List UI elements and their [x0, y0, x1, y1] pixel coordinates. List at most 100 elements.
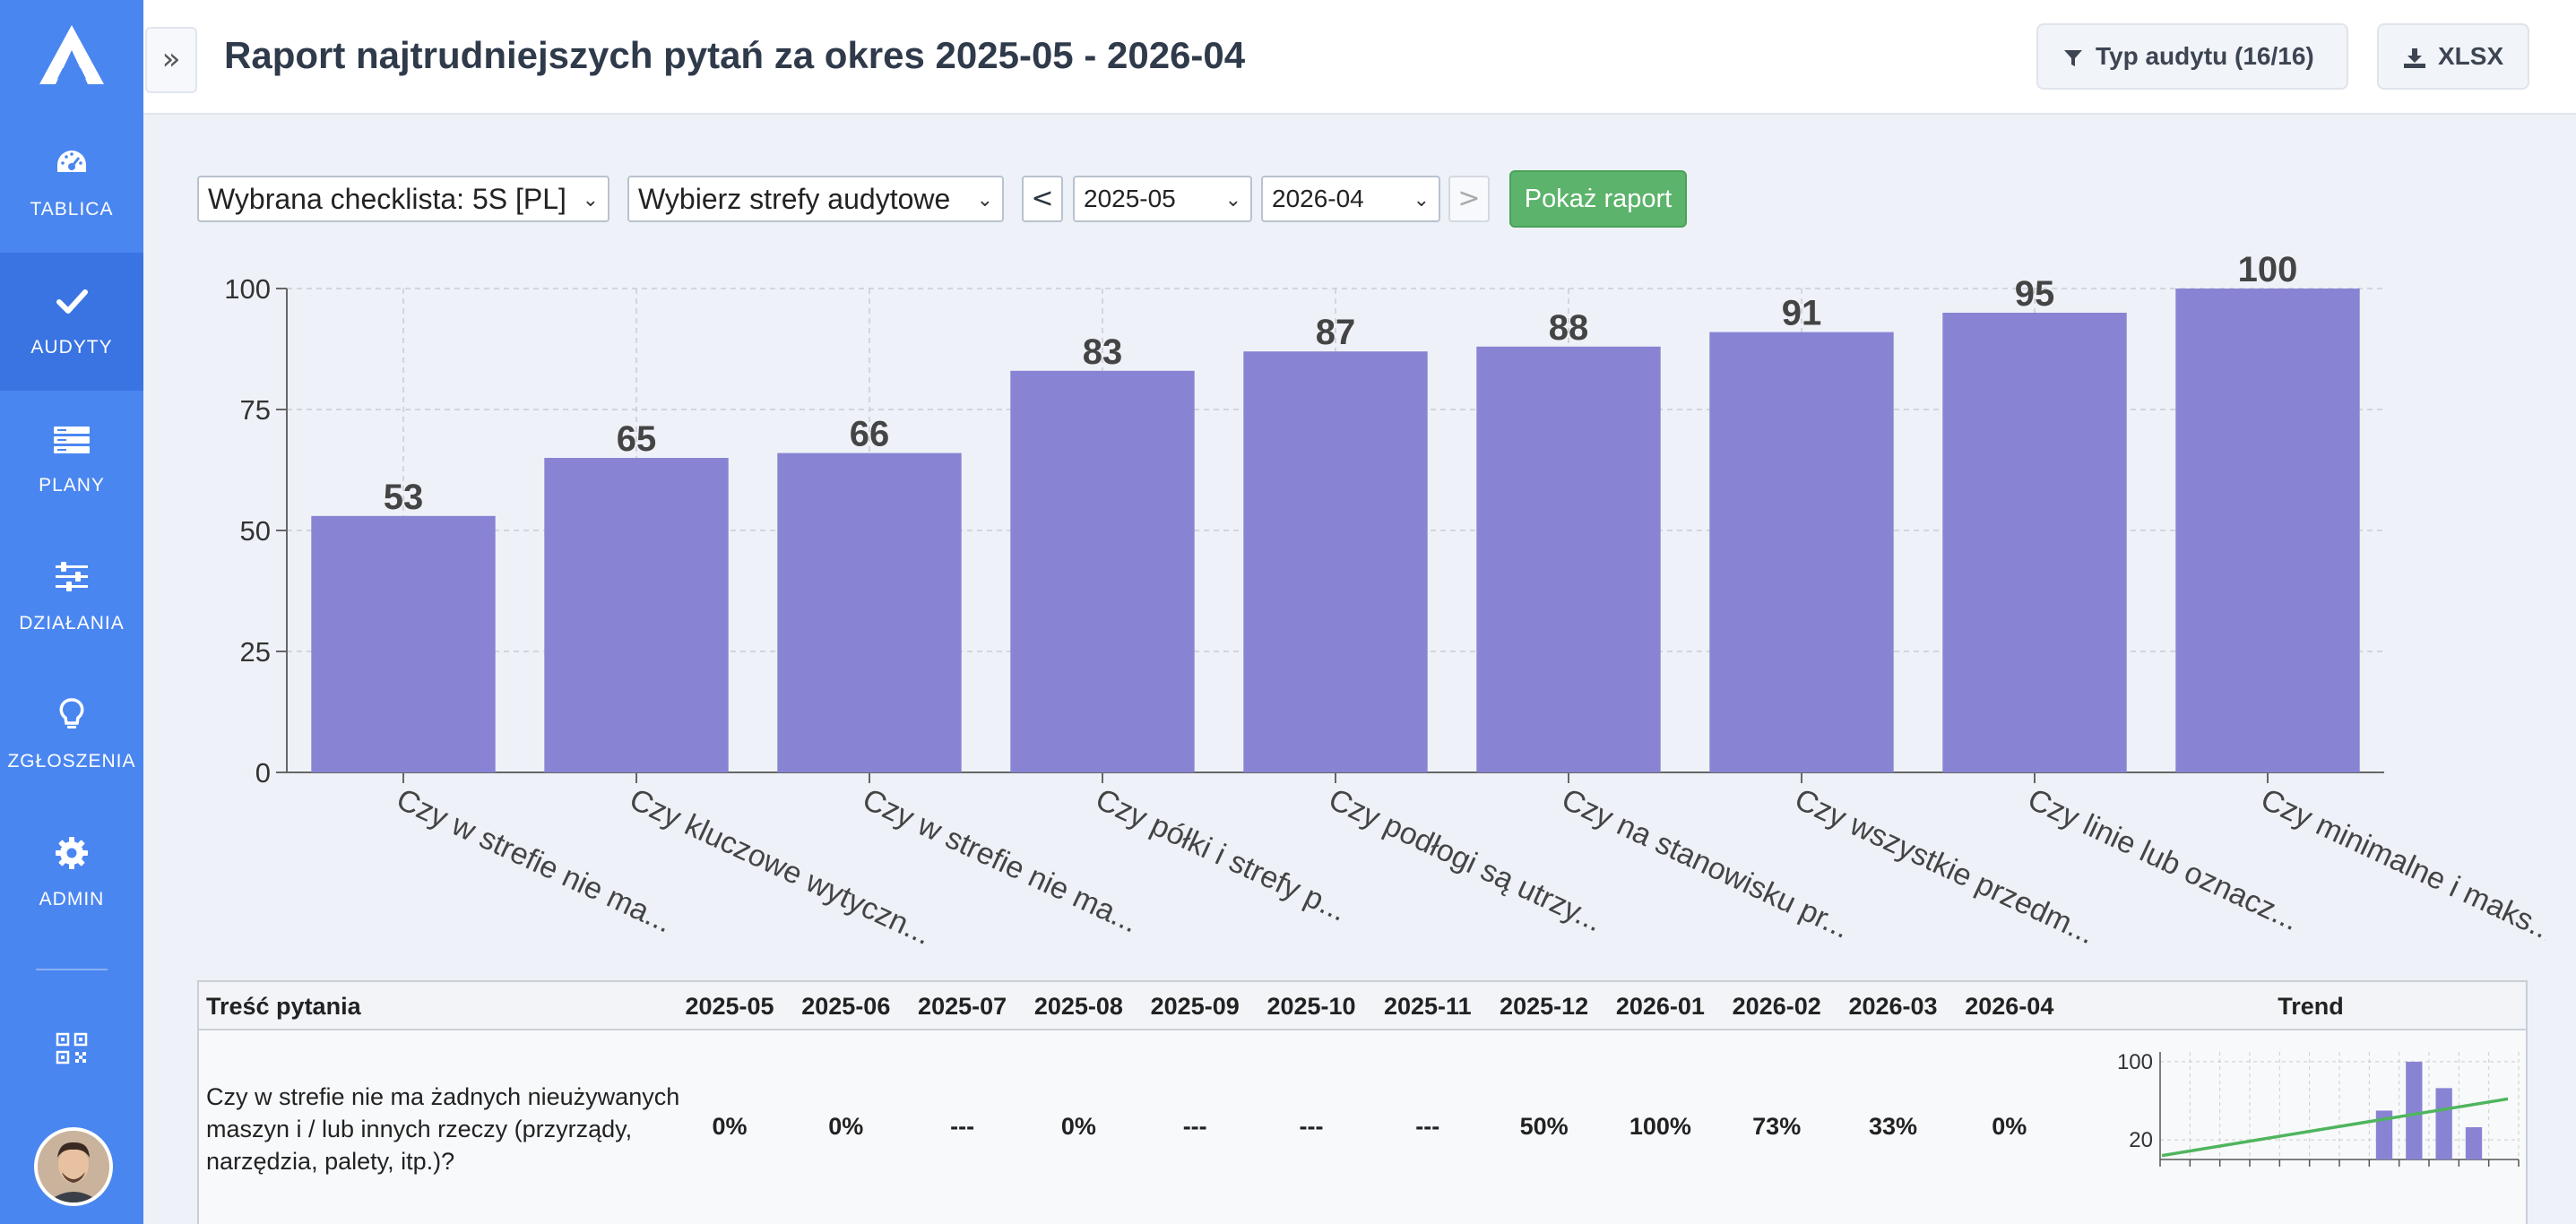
column-header-trend: Trend [2278, 993, 2344, 1020]
month-value-cell: 0% [1060, 1113, 1096, 1140]
trend-sparkline: 100 20 [2117, 1050, 2520, 1167]
month-value-cell: --- [1299, 1113, 1324, 1140]
y-tick-label: 0 [255, 757, 271, 789]
sidebar-item-label: ZGŁOSZENIA [7, 751, 136, 771]
table-row: Czy w strefie nie ma żadnych nieużywanyc… [199, 1030, 2526, 1224]
chevron-down-icon: ⌄ [976, 189, 993, 211]
column-header-month: 2025-11 [1383, 993, 1472, 1020]
month-value-cell: 0% [828, 1113, 864, 1140]
column-header-month: 2025-08 [1033, 993, 1123, 1020]
y-tick-label: 100 [224, 273, 271, 305]
bar[interactable] [1243, 351, 1428, 772]
show-report-button[interactable]: Pokaż raport [1509, 170, 1687, 228]
trend-bar [2406, 1061, 2423, 1159]
check-icon [56, 289, 88, 314]
column-header-question: Treść pytania [206, 993, 361, 1020]
bar[interactable] [1709, 332, 1894, 772]
month-value-cell: 0% [1992, 1113, 2027, 1140]
bar-value-label: 88 [1549, 308, 1589, 348]
export-xlsx-button[interactable]: XLSX [2377, 23, 2529, 90]
xlsx-label: XLSX [2438, 42, 2504, 70]
lightbulb-icon [59, 698, 84, 728]
question-text: Czy w strefie nie ma żadnych nieużywanyc… [206, 1083, 680, 1175]
trend-bar [2465, 1127, 2483, 1159]
list-icon [54, 427, 90, 453]
audit-type-filter-button[interactable]: Typ audytu (16/16) [2036, 23, 2348, 90]
sidebar-item-label: DZIAŁANIA [19, 613, 125, 634]
chevron-down-icon: ⌄ [1413, 189, 1430, 211]
month-value-cell: --- [1415, 1113, 1440, 1140]
bar[interactable] [1010, 370, 1195, 772]
bar[interactable] [777, 453, 962, 772]
sidebar-item-dzialania[interactable]: DZIAŁANIA [0, 529, 143, 667]
audit-type-label: Typ audytu (16/16) [2096, 42, 2314, 70]
month-value-cell: 0% [712, 1113, 748, 1140]
sidebar: TABLICA AUDYTY PLANY DZIAŁANIA ZGŁOSZENI… [0, 0, 143, 1224]
bar-value-label: 100 [2238, 250, 2298, 289]
column-header-month: 2025-06 [801, 993, 891, 1020]
y-tick-label: 25 [240, 636, 271, 668]
bar-value-label: 95 [2015, 274, 2055, 314]
table-header: Treść pytania 2025-05 2025-06 2025-07 2025-0… [199, 982, 2526, 1030]
filter-icon [2064, 49, 2082, 66]
sidebar-item-label: TABLICA [30, 199, 114, 220]
column-header-month: 2025-05 [685, 993, 774, 1020]
period-from-value: 2025-05 [1084, 185, 1176, 212]
column-header-month: 2025-09 [1150, 993, 1240, 1020]
audit-zones-select[interactable]: Wybierz strefy audytowe ⌄ [627, 176, 1004, 222]
trend-bar [2375, 1110, 2393, 1159]
x-tick-label: Czy minimalne i maks... [2256, 782, 2546, 949]
month-value-cell: 50% [1519, 1113, 1569, 1140]
column-header-month: 2026-01 [1615, 993, 1705, 1020]
checklist-select[interactable]: Wybrana checklista: 5S [PL] ⌄ [197, 176, 609, 222]
y-tick-label: 75 [240, 394, 271, 426]
bar-value-label: 87 [1316, 313, 1356, 352]
month-value-cell: --- [1182, 1113, 1207, 1140]
sidebar-item-label: PLANY [39, 475, 105, 496]
gear-icon [56, 837, 88, 869]
audit-zones-select-value: Wybierz strefy audytowe [638, 183, 951, 215]
column-header-month: 2025-10 [1266, 993, 1356, 1020]
sidebar-divider [36, 969, 108, 970]
y-tick-label: 50 [240, 515, 271, 547]
sidebar-item-tablica[interactable]: TABLICA [0, 115, 143, 253]
bar-value-label: 91 [1782, 294, 1822, 333]
column-header-month: 2025-12 [1500, 993, 1589, 1020]
expand-sidebar-button[interactable]: » [145, 27, 197, 93]
dashboard-icon [57, 151, 86, 172]
period-to-select[interactable]: 2026-04 ⌄ [1261, 176, 1440, 222]
bar[interactable] [544, 458, 729, 772]
checklist-select-value: Wybrana checklista: 5S [PL] [208, 183, 566, 215]
avatar[interactable] [34, 1127, 113, 1206]
month-value-cell: 100% [1629, 1113, 1691, 1140]
trend-bar [2435, 1088, 2452, 1159]
column-header-month: 2025-07 [918, 993, 1007, 1020]
bar-value-label: 65 [617, 419, 657, 459]
app-logo[interactable] [36, 23, 108, 86]
user-avatar-image [38, 1131, 109, 1202]
sidebar-item-label: ADMIN [39, 889, 105, 909]
next-period-button[interactable]: > [1448, 176, 1490, 222]
period-to-value: 2026-04 [1272, 185, 1364, 212]
trend-y-label: 100 [2117, 1050, 2153, 1074]
trend-line [2161, 1097, 2509, 1158]
bar[interactable] [311, 515, 496, 772]
chevron-down-icon: ⌄ [1224, 189, 1241, 211]
sidebar-item-plany[interactable]: PLANY [0, 391, 143, 529]
bar-value-label: 66 [850, 415, 890, 454]
period-from-select[interactable]: 2025-05 ⌄ [1073, 176, 1252, 222]
page-title: Raport najtrudniejszych pytań za okres 2… [224, 34, 1246, 76]
download-icon [2404, 47, 2425, 68]
bar[interactable] [1942, 313, 2127, 772]
column-header-month: 2026-02 [1732, 993, 1821, 1020]
sidebar-item-admin[interactable]: ADMIN [0, 805, 143, 943]
previous-period-button[interactable]: < [1022, 176, 1063, 222]
bar[interactable] [2175, 289, 2360, 772]
bar-value-label: 83 [1083, 332, 1123, 372]
sidebar-item-audyty[interactable]: AUDYTY [0, 253, 143, 391]
qr-code-icon[interactable] [56, 1032, 88, 1065]
bar-value-label: 53 [384, 478, 424, 517]
bar[interactable] [1476, 346, 1661, 772]
sidebar-item-zgloszenia[interactable]: ZGŁOSZENIA [0, 667, 143, 805]
